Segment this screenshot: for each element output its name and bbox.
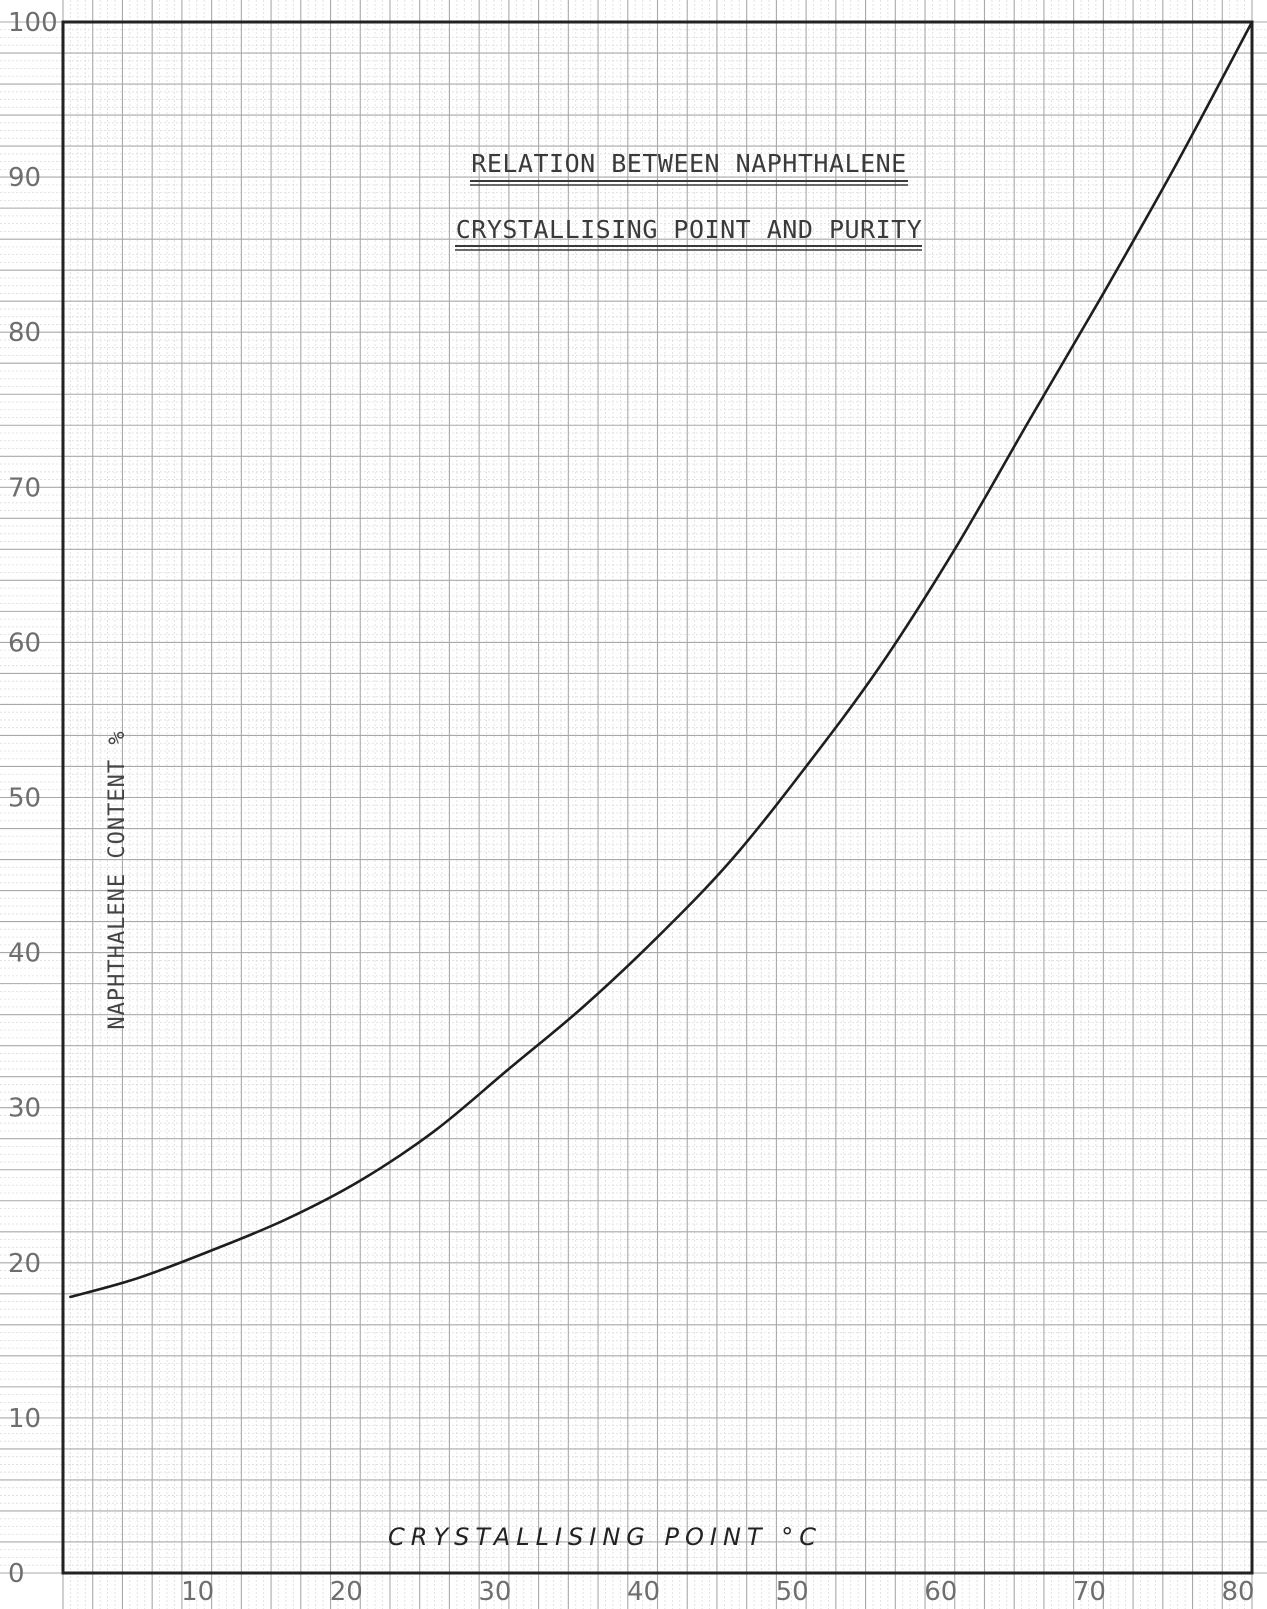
title-line-1: RELATION BETWEEN NAPHTHALENE [471,149,906,178]
y-tick-label: 10 [8,1404,41,1434]
x-tick-label: 30 [478,1577,511,1607]
y-tick-label: 0 [8,1559,25,1589]
title-line-2: CRYSTALLISING POINT AND PURITY [456,215,923,244]
y-tick-label: 20 [8,1249,41,1279]
y-tick-label: 90 [8,163,41,193]
x-axis-ticks: 10 20 30 40 50 60 70 80 [181,1577,1254,1607]
y-tick-label: 60 [8,628,41,658]
y-tick-label: 40 [8,939,41,969]
y-axis-label: NAPHTHALENE CONTENT % [105,730,130,1029]
y-tick-label: 80 [8,318,41,348]
series-line [69,20,1254,1299]
y-tick-label: 100 [8,8,58,38]
x-tick-label: 70 [1073,1577,1106,1607]
x-tick-label: 20 [330,1577,363,1607]
y-tick-label: 30 [8,1094,41,1124]
y-tick-label: 70 [8,473,41,503]
plot-frame [61,20,1254,1575]
x-tick-label: 80 [1221,1577,1254,1607]
chart-title: RELATION BETWEEN NAPHTHALENE CRYSTALLISI… [455,149,923,251]
y-axis-ticks: 0 10 20 30 40 50 60 70 80 90 100 [8,8,58,1589]
y-tick-label: 50 [8,784,41,814]
x-tick-label: 40 [627,1577,660,1607]
x-tick-label: 50 [776,1577,809,1607]
x-tick-label: 60 [924,1577,957,1607]
x-tick-label: 10 [181,1577,214,1607]
x-axis-label: CRYSTALLISING POINT °C [388,1523,822,1551]
